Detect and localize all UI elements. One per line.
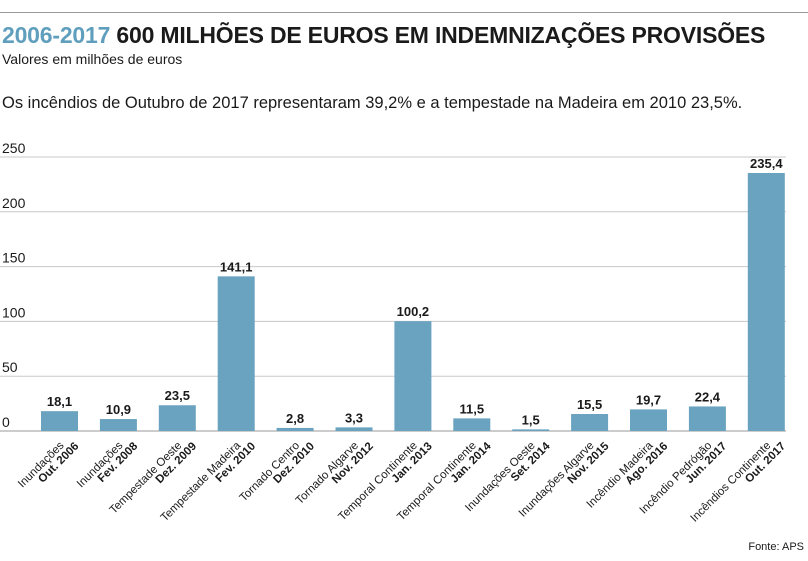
title-main: 600 MILHÕES DE EUROS EM INDEMNIZAÇÕES PR…: [116, 22, 766, 48]
data-label: 23,5: [165, 388, 190, 403]
data-label: 19,7: [636, 392, 661, 407]
bar: [335, 427, 373, 431]
data-label: 235,4: [750, 156, 783, 171]
data-label: 18,1: [47, 394, 72, 409]
data-label: 10,9: [106, 402, 131, 417]
data-label: 1,5: [522, 412, 540, 427]
data-label: 22,4: [695, 389, 721, 404]
bar: [276, 427, 314, 431]
y-tick-label: 150: [2, 250, 26, 266]
data-label: 2,8: [286, 411, 304, 426]
bar: [512, 429, 550, 431]
bar: [571, 414, 609, 431]
data-label: 11,5: [460, 401, 485, 416]
title-years: 2006-2017: [2, 22, 111, 48]
chart-title: 2006-2017 600 MILHÕES DE EUROS EM INDEMN…: [2, 22, 765, 49]
y-tick-label: 250: [2, 140, 26, 156]
chart-subtitle: Valores em milhões de euros: [2, 51, 183, 67]
source-note: Fonte: APS: [748, 541, 804, 553]
bar: [217, 276, 255, 431]
y-tick-label: 50: [2, 359, 18, 375]
bar: [99, 419, 137, 431]
bar: [394, 321, 432, 431]
bar: [41, 411, 78, 431]
y-tick-label: 200: [2, 195, 26, 211]
y-tick-label: 0: [2, 414, 10, 430]
bar: [158, 405, 196, 431]
bar: [688, 406, 726, 431]
bar: [747, 173, 785, 432]
data-label: 3,3: [345, 410, 363, 425]
data-label: 141,1: [220, 259, 253, 274]
data-label: 15,5: [577, 397, 602, 412]
y-tick-label: 100: [2, 304, 26, 320]
headline-text: Os incêndios de Outubro de 2017 represen…: [2, 94, 743, 112]
top-rule: [0, 12, 808, 13]
data-label: 100,2: [397, 304, 430, 319]
bar: [630, 409, 667, 431]
bar: [453, 418, 491, 431]
